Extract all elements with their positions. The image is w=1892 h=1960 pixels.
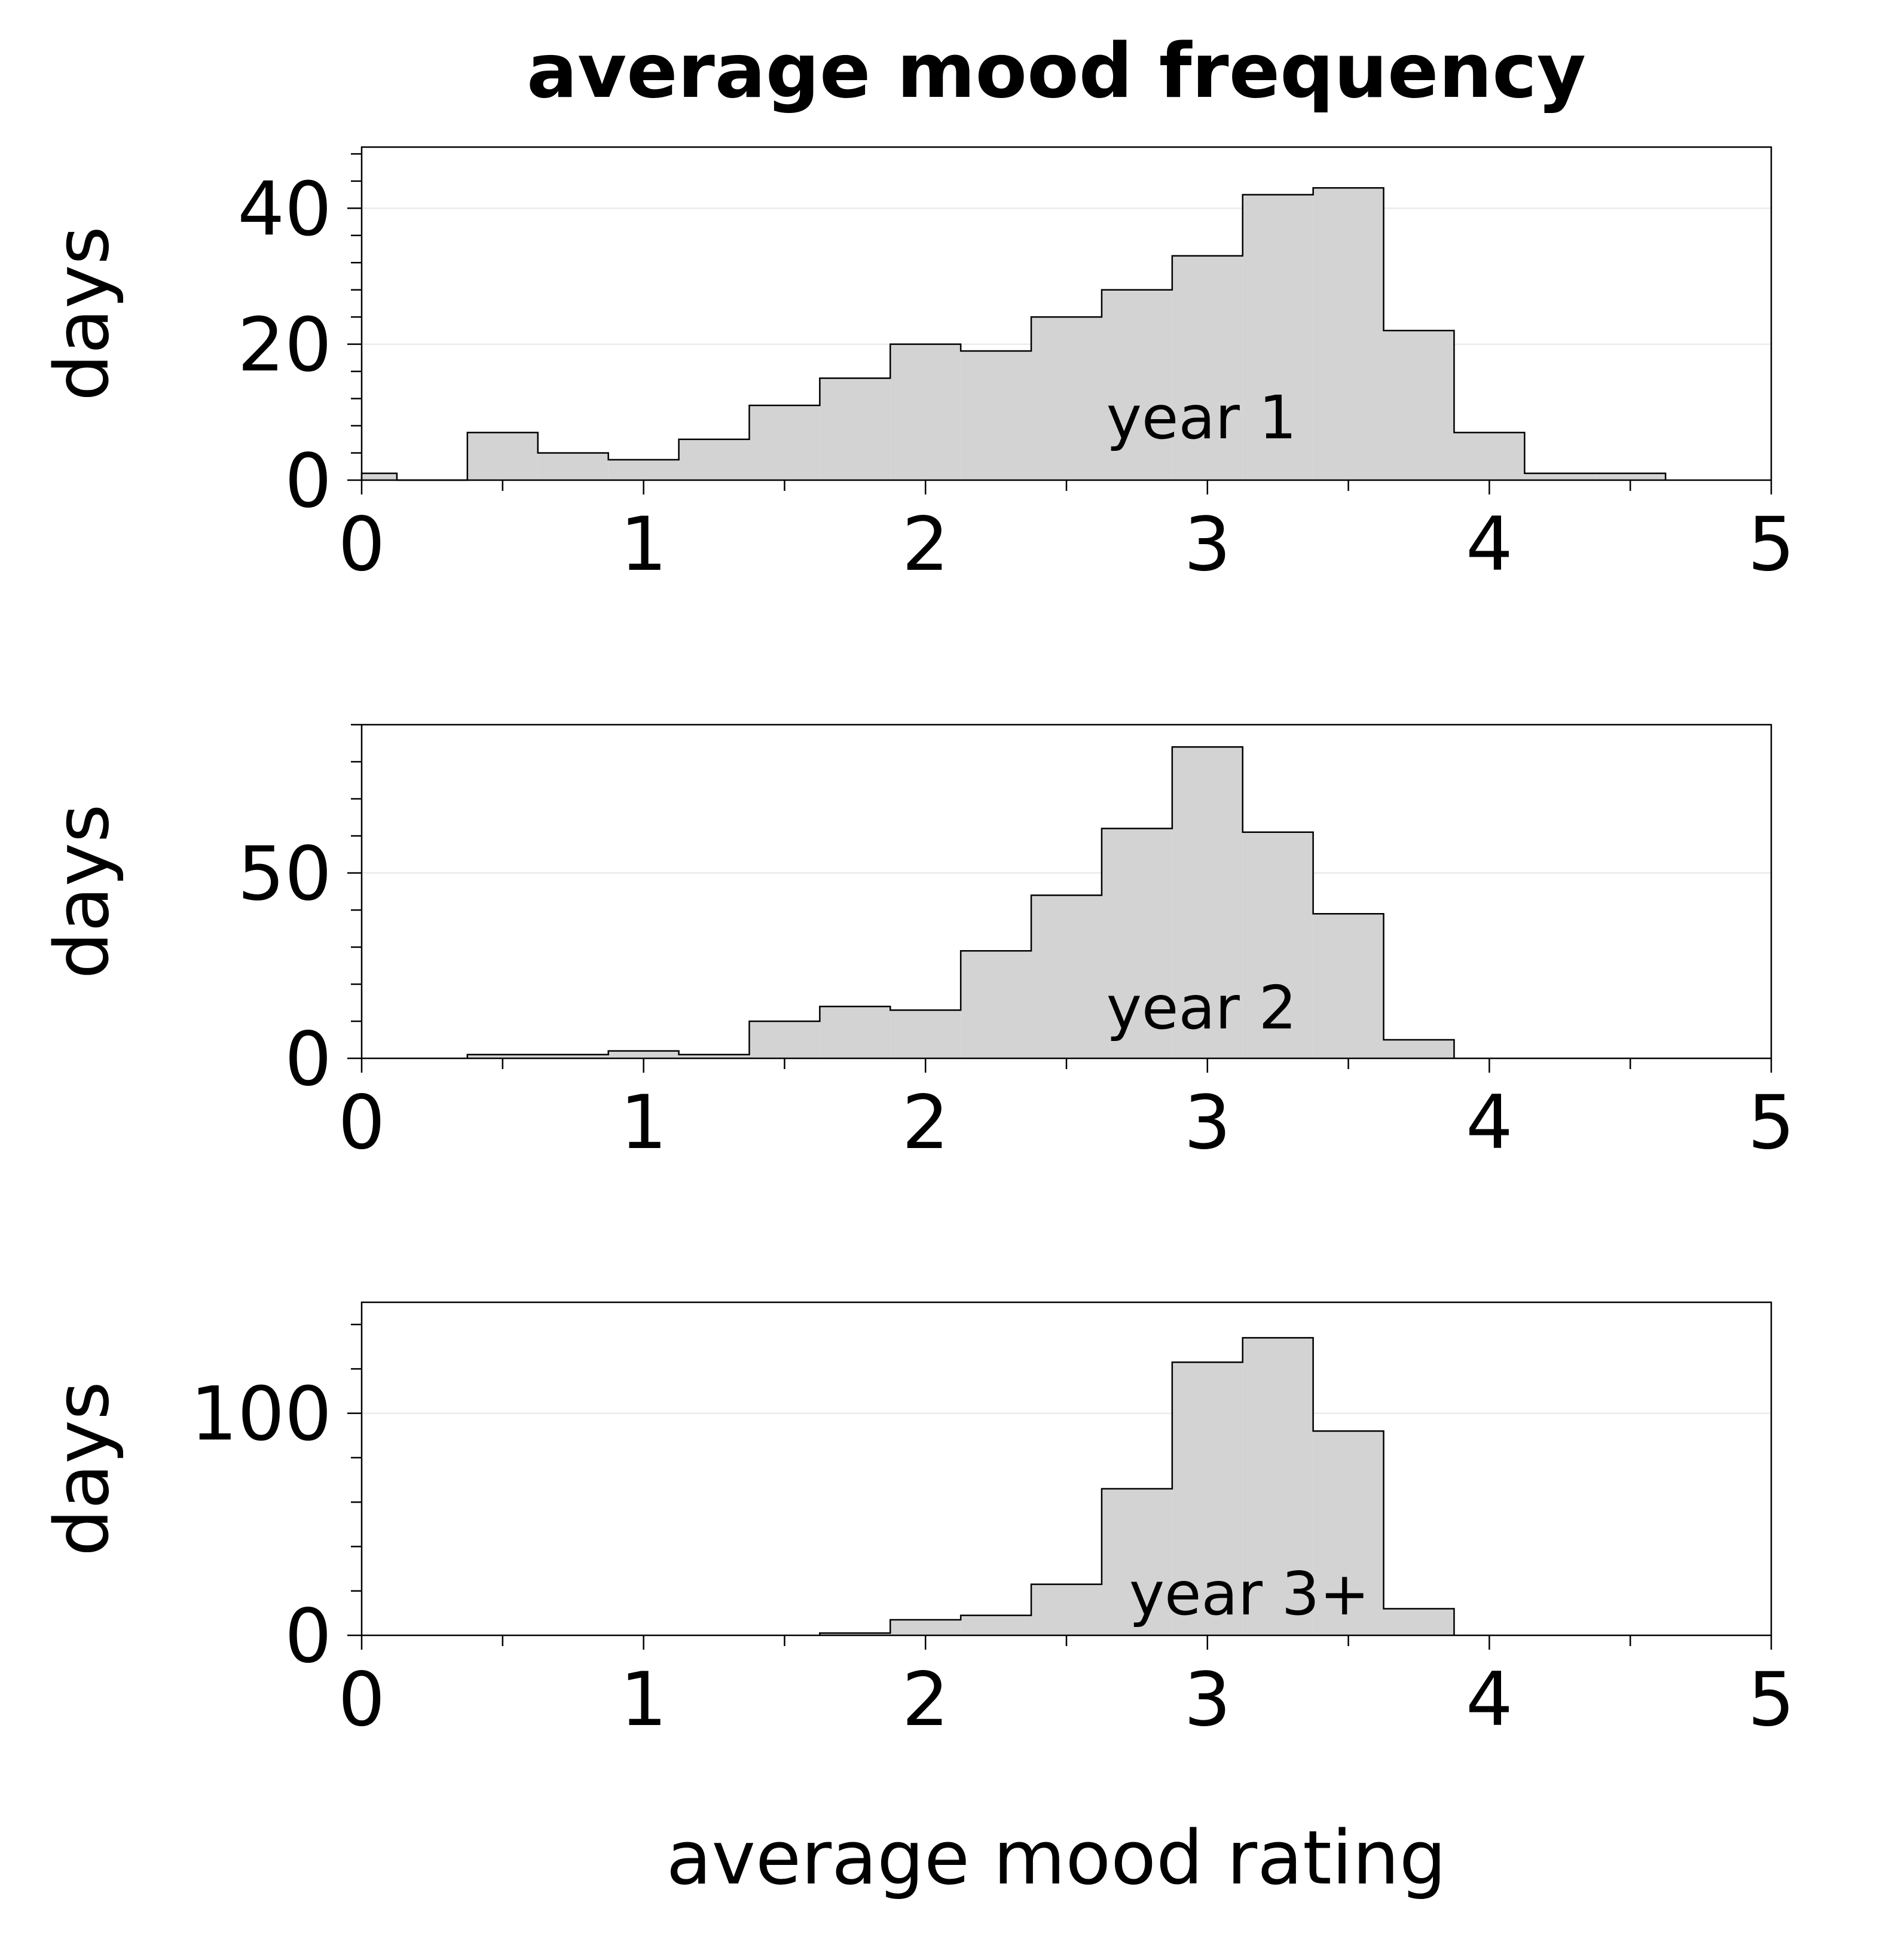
- histogram-bar: [467, 1054, 538, 1058]
- histogram-bar: [1383, 330, 1454, 480]
- histogram-panel-1: 0 1 2 3 4 5 0 20 40 days year 1: [39, 146, 1795, 588]
- histogram-bar: [1031, 895, 1102, 1058]
- histogram-bar: [1454, 432, 1525, 480]
- histogram-outline: [466, 746, 1455, 1058]
- histogram-bar: [1172, 747, 1243, 1058]
- x-tick-label: 3: [1184, 502, 1231, 588]
- y-axis-label: days: [39, 1381, 126, 1556]
- histogram-bar: [1595, 473, 1666, 480]
- x-tick-label: 0: [338, 502, 386, 588]
- histogram-outline: [360, 187, 1667, 481]
- x-tick-label: 3: [1184, 1080, 1231, 1166]
- histogram-bar: [890, 1620, 961, 1635]
- y-tick-label: 0: [285, 1016, 332, 1103]
- chart-title: average mood frequency: [527, 27, 1586, 115]
- histogram-bar: [678, 439, 750, 480]
- histogram-bar: [608, 1051, 679, 1058]
- y-tick-label: 40: [237, 166, 332, 252]
- histogram-bar: [1383, 1040, 1454, 1058]
- histogram-bar: [1172, 255, 1243, 480]
- x-tick-label: 4: [1466, 502, 1513, 588]
- histogram-bar: [1313, 914, 1384, 1058]
- histogram-bar: [362, 473, 397, 480]
- histogram-bar: [1313, 1431, 1384, 1635]
- histogram-bar: [608, 459, 679, 480]
- y-tick-label: 100: [190, 1372, 332, 1458]
- histogram-bar: [961, 351, 1032, 480]
- x-tick-label: 1: [620, 1657, 667, 1743]
- y-tick-label: 20: [237, 303, 332, 389]
- histogram-bar: [678, 1054, 750, 1058]
- histogram-bar: [1313, 188, 1384, 480]
- x-tick-label: 2: [902, 502, 949, 588]
- panel-annotation: year 2: [1107, 973, 1297, 1043]
- histogram-bar: [890, 1010, 961, 1058]
- panel-annotation: year 3+: [1129, 1559, 1370, 1629]
- histogram-bar: [1101, 828, 1172, 1058]
- histogram-bar: [1031, 1584, 1102, 1635]
- x-tick-label: 2: [902, 1080, 949, 1166]
- panel-annotation: year 1: [1107, 383, 1297, 453]
- histogram-bar: [1524, 473, 1595, 480]
- histogram-bar: [1383, 1608, 1454, 1635]
- histogram-bar: [1101, 1488, 1172, 1635]
- histogram-panel-3: 0 1 2 3 4 5 0 100 days year 3+: [39, 1301, 1795, 1743]
- histogram-bar: [749, 405, 820, 480]
- histogram-bar: [1101, 289, 1172, 480]
- histogram-bar: [1172, 1362, 1243, 1635]
- x-tick-label: 0: [338, 1657, 386, 1743]
- x-tick-label: 1: [620, 502, 667, 588]
- x-tick-label: 2: [902, 1657, 949, 1743]
- histogram-bar: [749, 1021, 820, 1058]
- histogram-bar: [537, 1054, 609, 1058]
- histogram-bar: [890, 344, 961, 480]
- x-tick-label: 5: [1748, 502, 1795, 588]
- y-axis-label: days: [39, 226, 126, 401]
- histogram-bar: [961, 1615, 1032, 1635]
- x-tick-label: 5: [1748, 1657, 1795, 1743]
- x-tick-label: 1: [620, 1080, 667, 1166]
- x-tick-label: 3: [1184, 1657, 1231, 1743]
- histogram-outline: [819, 1337, 1455, 1635]
- x-tick-label: 0: [338, 1080, 386, 1166]
- x-tick-label: 5: [1748, 1080, 1795, 1166]
- histogram-bar: [820, 1006, 891, 1058]
- histogram-bar: [820, 378, 891, 480]
- histogram-bar: [1242, 832, 1313, 1058]
- histogram-bar: [1031, 317, 1102, 480]
- histogram-bar: [467, 432, 538, 480]
- histogram-bar: [961, 951, 1032, 1058]
- y-axis-label: days: [39, 804, 126, 979]
- histogram-bar: [820, 1633, 891, 1635]
- x-tick-label: 4: [1466, 1657, 1513, 1743]
- histogram-bar: [1242, 194, 1313, 480]
- histogram-bar: [537, 453, 609, 480]
- histogram-bar: [1242, 1338, 1313, 1635]
- x-tick-label: 4: [1466, 1080, 1513, 1166]
- y-tick-label: 50: [237, 831, 332, 917]
- y-tick-label: 0: [285, 1593, 332, 1680]
- x-axis-label: average mood rating: [666, 1815, 1446, 1901]
- y-tick-label: 0: [285, 438, 332, 524]
